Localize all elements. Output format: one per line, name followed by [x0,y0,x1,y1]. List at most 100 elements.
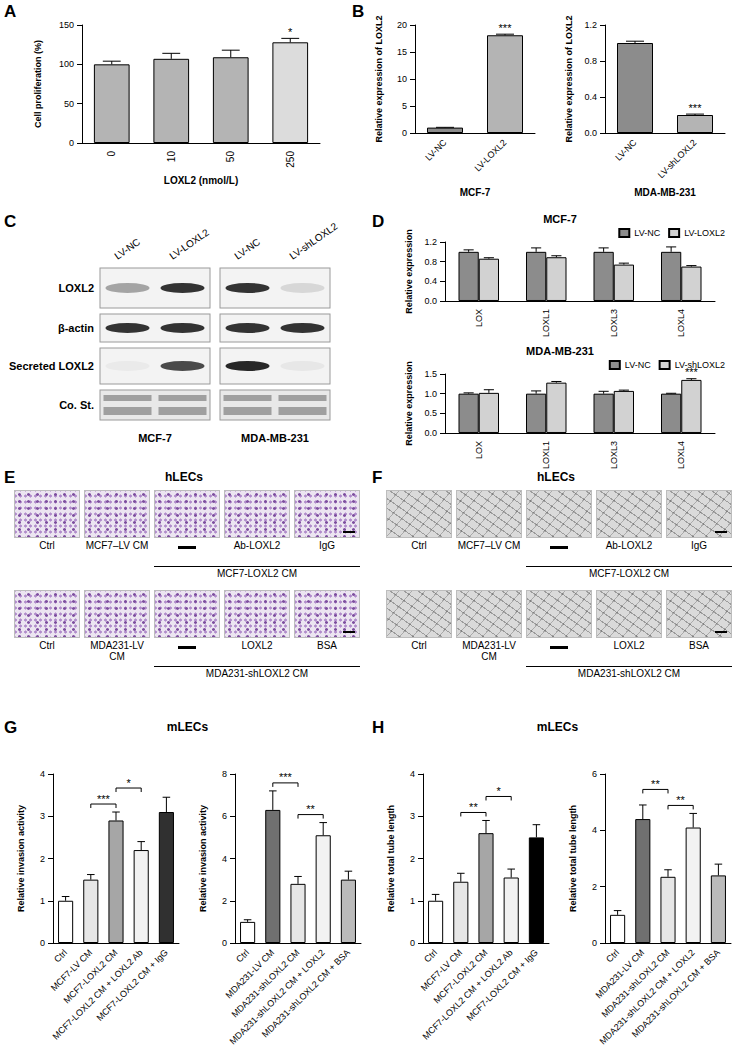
svg-text:0.5: 0.5 [424,408,437,418]
svg-text:LOXL4: LOXL4 [676,309,686,337]
svg-text:MDA231-shLOXL2 CM + LOXL2: MDA231-shLOXL2 CM + LOXL2 [228,947,327,1046]
svg-text:MCF-7: MCF-7 [460,187,491,198]
svg-text:LV-NC: LV-NC [112,236,142,261]
svg-text:1.2: 1.2 [584,20,597,30]
svg-text:8: 8 [222,769,227,779]
svg-text:Relative expression of LOXL2: Relative expression of LOXL2 [374,15,384,142]
svg-text:Relative expression: Relative expression [404,361,414,446]
svg-text:MCF7-LOXL2 CM + IgG: MCF7-LOXL2 CM + IgG [95,947,170,1022]
svg-text:0.8: 0.8 [424,257,437,267]
svg-text:LOXL3: LOXL3 [609,441,619,469]
svg-text:4: 4 [222,854,227,864]
svg-text:250: 250 [285,151,296,168]
svg-text:LOX: LOX [474,309,484,327]
svg-text:MCF7-LOXL2 CM + LOXL2 Ab: MCF7-LOXL2 CM + LOXL2 Ab [51,947,145,1041]
svg-text:Relative total tube length: Relative total tube length [386,805,396,912]
svg-text:0.0: 0.0 [424,428,437,438]
svg-text:0.4: 0.4 [584,92,597,102]
svg-text:2: 2 [592,882,597,892]
svg-text:0: 0 [222,938,227,948]
svg-text:Ctrl: Ctrl [234,947,251,964]
svg-text:15: 15 [397,47,407,57]
svg-text:*: * [496,785,501,797]
svg-text:Ctrl: Ctrl [604,947,621,964]
svg-text:***: *** [499,22,513,34]
svg-text:MDA231-shLOXL2 CM + BSA: MDA231-shLOXL2 CM + BSA [630,947,722,1039]
svg-text:Ctrl: Ctrl [422,947,439,964]
svg-text:0.0: 0.0 [424,296,437,306]
svg-text:β-actin: β-actin [58,322,94,334]
svg-text:1.5: 1.5 [424,369,437,379]
svg-text:**: ** [306,803,315,815]
svg-text:Co. St.: Co. St. [59,399,94,411]
svg-text:100: 100 [59,59,74,69]
svg-text:2: 2 [410,854,415,864]
svg-text:10: 10 [166,151,177,163]
svg-text:LOXL1: LOXL1 [541,309,551,337]
svg-text:MDA-MB-231: MDA-MB-231 [634,187,696,198]
svg-text:**: ** [676,794,685,806]
svg-text:Cell proliferation (%): Cell proliferation (%) [33,40,43,128]
svg-text:Ctrl: Ctrl [52,947,69,964]
svg-text:6: 6 [222,811,227,821]
svg-text:4: 4 [410,769,415,779]
svg-text:**: ** [469,801,478,813]
svg-text:LV-LOXL2: LV-LOXL2 [684,228,725,238]
svg-text:Secreted LOXL2: Secreted LOXL2 [9,360,94,372]
svg-text:MDA231-shLOXL2 CM + BSA: MDA231-shLOXL2 CM + BSA [260,947,352,1039]
svg-text:3: 3 [410,811,415,821]
svg-text:***: *** [279,771,293,783]
svg-text:LOXL4: LOXL4 [676,441,686,469]
svg-text:1.0: 1.0 [424,389,437,399]
svg-text:LOXL1: LOXL1 [541,441,551,469]
svg-text:2: 2 [40,854,45,864]
svg-text:4: 4 [40,769,45,779]
svg-text:LV-shLOXL2: LV-shLOXL2 [675,360,725,370]
svg-text:6: 6 [592,769,597,779]
svg-text:LV-NC: LV-NC [423,137,449,163]
svg-text:MCF7-LOXL2 CM + LOXL2 Ab: MCF7-LOXL2 CM + LOXL2 Ab [421,947,515,1041]
svg-text:Relative invasion activity: Relative invasion activity [198,805,208,912]
svg-text:LV-NC: LV-NC [634,228,660,238]
svg-text:MDA231-shLOXL2 CM + LOXL2: MDA231-shLOXL2 CM + LOXL2 [598,947,697,1046]
svg-text:**: ** [651,778,660,790]
svg-text:0: 0 [69,138,74,148]
svg-text:LOX: LOX [474,441,484,459]
svg-text:*: * [288,26,293,38]
svg-text:LV-NC: LV-NC [232,236,262,261]
svg-text:LV-LOXL2: LV-LOXL2 [167,226,211,261]
svg-text:LV-LOXL2: LV-LOXL2 [473,137,509,173]
svg-text:0.8: 0.8 [584,56,597,66]
svg-text:*: * [126,777,131,789]
svg-text:5: 5 [402,101,407,111]
svg-text:MCF-7: MCF-7 [138,432,172,444]
svg-text:***: *** [689,102,703,114]
svg-text:Relative expression of LOXL2: Relative expression of LOXL2 [564,15,574,142]
svg-text:0: 0 [106,151,117,157]
svg-text:LV-shLOXL2: LV-shLOXL2 [287,220,340,261]
svg-text:LOXL3: LOXL3 [609,309,619,337]
svg-text:MCF-7: MCF-7 [543,213,577,225]
svg-text:0: 0 [40,938,45,948]
svg-text:0.0: 0.0 [584,128,597,138]
svg-text:1: 1 [410,896,415,906]
svg-text:MCF7-LOXL2 CM + IgG: MCF7-LOXL2 CM + IgG [465,947,540,1022]
svg-text:MDA-MB-231: MDA-MB-231 [526,345,594,357]
svg-text:Relative total tube length: Relative total tube length [568,805,578,912]
svg-text:0: 0 [402,128,407,138]
svg-text:0.4: 0.4 [424,276,437,286]
svg-text:4: 4 [592,825,597,835]
svg-text:3: 3 [40,811,45,821]
svg-text:Relative invasion activity: Relative invasion activity [16,805,26,912]
svg-text:***: *** [685,366,699,378]
svg-text:20: 20 [397,20,407,30]
svg-text:Relative expression: Relative expression [404,229,414,314]
svg-text:LV-shLOXL2: LV-shLOXL2 [656,137,699,180]
svg-text:50: 50 [64,99,74,109]
svg-text:10: 10 [397,74,407,84]
svg-text:LV-NC: LV-NC [625,360,651,370]
svg-text:2: 2 [222,896,227,906]
svg-text:MDA-MB-231: MDA-MB-231 [241,432,309,444]
svg-text:LV-NC: LV-NC [613,137,639,163]
svg-text:0: 0 [410,938,415,948]
